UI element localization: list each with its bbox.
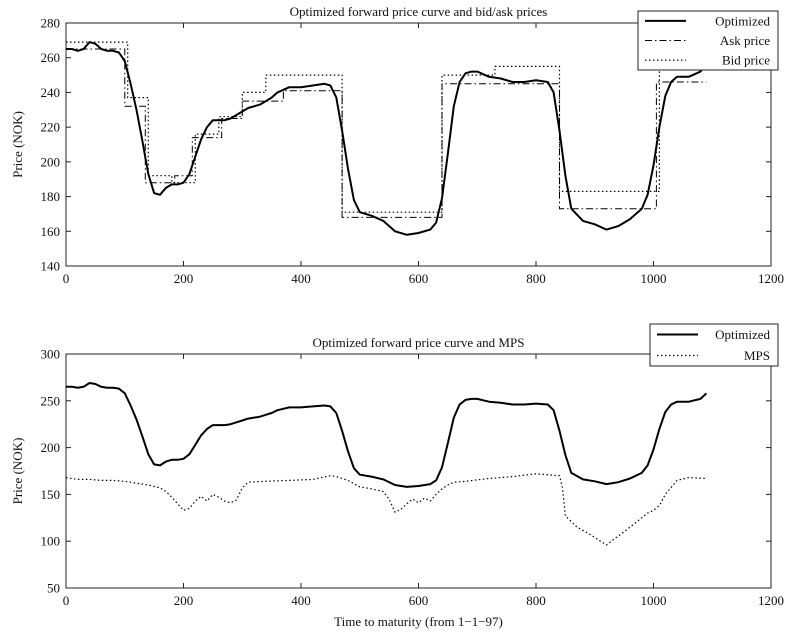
legend-label: Ask price: [720, 33, 770, 48]
y-tick-label: 100: [41, 534, 61, 549]
x-tick-label: 1200: [758, 271, 784, 286]
y-tick-label: 50: [47, 581, 60, 596]
x-tick-label: 1200: [758, 593, 784, 608]
y-tick-label: 280: [41, 16, 61, 31]
x-tick-label: 400: [291, 271, 311, 286]
chart-title: Optimized forward price curve and MPS: [313, 335, 525, 350]
legend-label: MPS: [744, 348, 770, 363]
y-tick-label: 140: [41, 259, 61, 274]
x-tick-label: 200: [174, 271, 194, 286]
x-tick-label: 400: [291, 593, 311, 608]
x-tick-label: 1000: [641, 593, 667, 608]
x-tick-label: 200: [174, 593, 194, 608]
series-line-ask-price: [66, 48, 707, 218]
legend-label: Optimized: [715, 13, 770, 28]
y-tick-label: 220: [41, 120, 61, 135]
x-tick-label: 800: [526, 271, 546, 286]
x-tick-label: 800: [526, 593, 546, 608]
plot-frame: [65, 353, 772, 589]
series-line-mps: [65, 473, 707, 546]
y-tick-label: 250: [41, 393, 61, 408]
x-tick-label: 1000: [641, 271, 667, 286]
legend-label: Optimized: [715, 327, 770, 342]
x-tick-label: 0: [63, 271, 70, 286]
y-axis-label: Price (NOK): [10, 438, 25, 505]
chart-top: Optimized forward price curve and bid/as…: [10, 4, 784, 286]
y-tick-label: 200: [41, 440, 61, 455]
y-tick-label: 300: [41, 347, 61, 362]
y-tick-label: 260: [41, 50, 61, 65]
y-axis-label: Price (NOK): [10, 111, 25, 178]
y-tick-label: 150: [41, 487, 61, 502]
series-line-optimized: [66, 41, 708, 236]
legend-label: Bid price: [722, 53, 770, 68]
series-line-bid-price: [66, 41, 707, 213]
chart-bottom: Optimized forward price curve and MPS Pr…: [10, 323, 784, 629]
chart-title: Optimized forward price curve and bid/as…: [290, 4, 548, 19]
y-tick-label: 160: [41, 224, 61, 239]
x-axis-label: Time to maturity (from 1−1−97): [334, 614, 503, 629]
series-line-optimized: [66, 382, 708, 488]
x-tick-label: 600: [409, 271, 429, 286]
y-tick-label: 180: [41, 189, 61, 204]
legend-box: [649, 323, 779, 367]
y-tick-label: 240: [41, 85, 61, 100]
x-tick-label: 0: [63, 593, 70, 608]
y-tick-label: 200: [41, 154, 61, 169]
x-tick-label: 600: [409, 593, 429, 608]
